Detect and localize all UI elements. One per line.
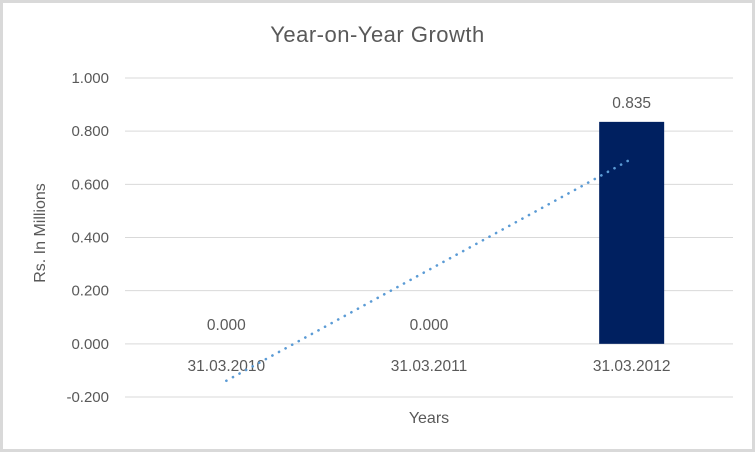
y-tick-label: 0.400: [71, 230, 109, 247]
bar: [599, 121, 665, 344]
x-category-label: 31.03.2011: [391, 358, 467, 375]
y-tick-label: 0.800: [71, 123, 109, 140]
y-tick-label: 0.000: [71, 336, 109, 353]
y-tick-label: 0.600: [71, 176, 109, 193]
data-label: 0.000: [410, 317, 449, 334]
y-tick-label: -0.200: [66, 389, 109, 406]
y-tick-label: 0.200: [71, 283, 109, 300]
data-label: 0.000: [207, 317, 246, 334]
y-tick-label: 1.000: [71, 70, 109, 87]
x-category-label: 31.03.2012: [593, 358, 671, 375]
chart-title: Year-on-Year Growth: [270, 22, 485, 47]
x-axis-title: Years: [408, 410, 450, 427]
data-label: 0.835: [612, 95, 651, 112]
trendline: [225, 157, 633, 383]
